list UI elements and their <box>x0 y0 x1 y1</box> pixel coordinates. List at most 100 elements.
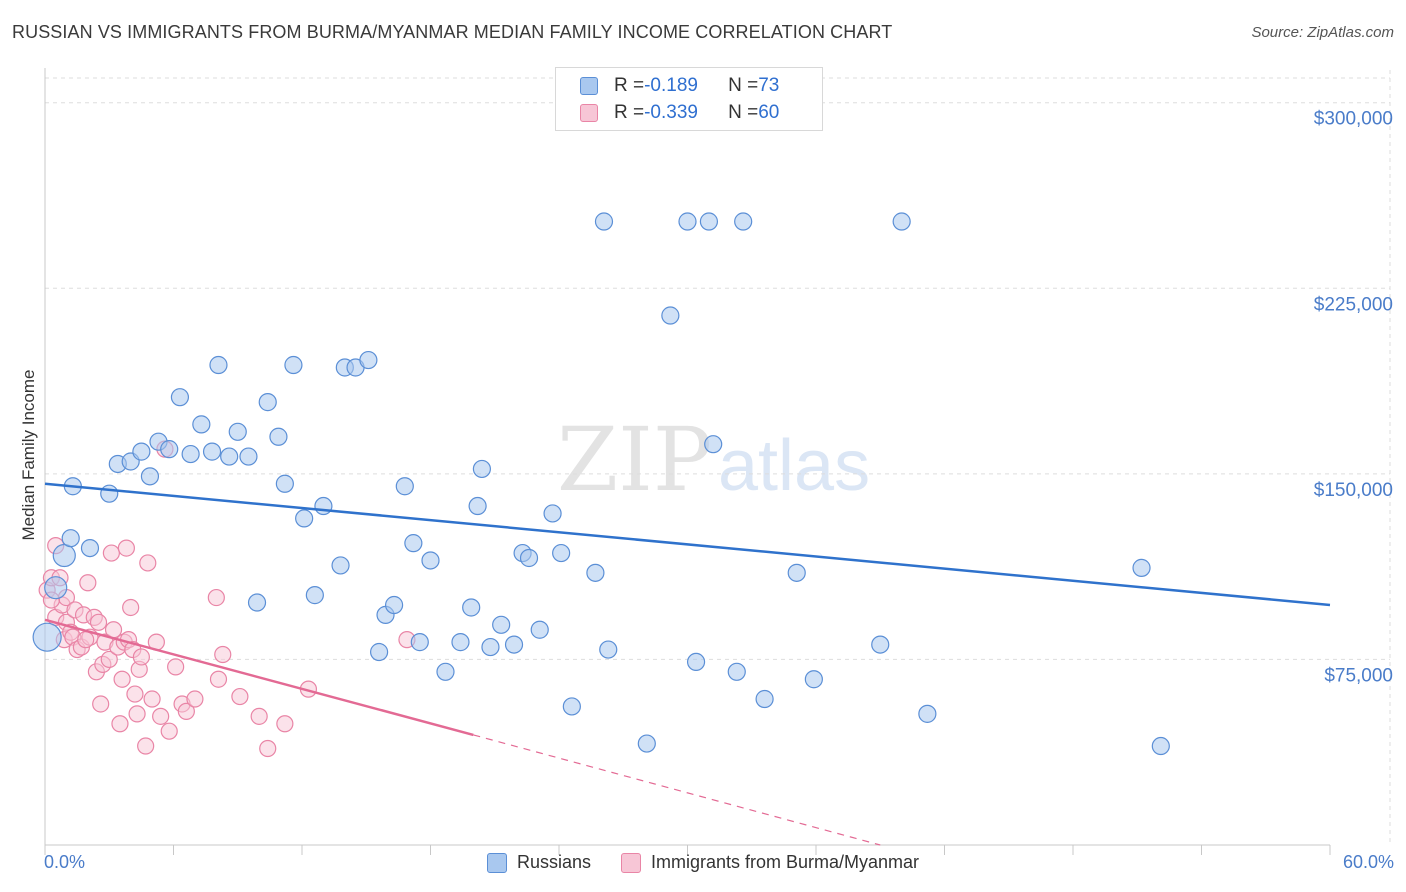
russians-point <box>918 704 937 723</box>
burma-point <box>152 707 170 725</box>
russians-point <box>305 586 324 605</box>
russians-point <box>100 484 119 503</box>
stats-row-russians: R = -0.189 N = 73 <box>580 73 779 99</box>
russians-point <box>436 662 455 681</box>
russians-point <box>599 640 618 659</box>
russians-point <box>170 388 190 407</box>
legend-item-russians[interactable]: Russians <box>486 852 591 873</box>
stats-row-burma: R = -0.339 N = 60 <box>580 100 779 126</box>
russians-trend-line <box>44 482 1331 607</box>
source-label: Source: ZipAtlas.com <box>1251 24 1394 41</box>
y-tick-label: $300,000 <box>1314 109 1393 130</box>
burma-point <box>167 658 185 676</box>
russians-point <box>734 212 753 231</box>
russians-point <box>787 563 806 582</box>
russians-point <box>637 734 656 753</box>
burma-point <box>117 539 135 557</box>
russians-point <box>543 504 562 523</box>
russians-point <box>160 440 179 459</box>
burma-point <box>137 737 155 755</box>
russians-point <box>755 689 774 709</box>
russians-point <box>314 496 333 516</box>
burma-point <box>207 588 225 607</box>
russians-point <box>586 563 605 582</box>
russians-point <box>284 355 303 375</box>
y-tick-labels: $75,000 $150,000 $225,000 $300,000 <box>1314 109 1393 687</box>
russians-point <box>275 474 294 493</box>
russians-point <box>247 593 267 612</box>
russians-point <box>686 652 706 672</box>
burma-r-value: -0.339 <box>644 102 698 123</box>
stats-box: R = -0.189 N = 73 R = -0.339 N = 60 <box>555 67 823 131</box>
russians-point <box>331 556 350 575</box>
y-tick-label: $225,000 <box>1314 294 1393 315</box>
russians-point <box>472 459 491 479</box>
legend-burma-swatch <box>620 852 641 873</box>
burma-swatch <box>580 104 598 122</box>
burma-point <box>128 705 146 723</box>
burma-point <box>214 645 232 664</box>
russians-point <box>504 635 524 654</box>
russians-point <box>678 212 697 231</box>
russians-point <box>239 447 258 466</box>
russians-point <box>44 576 68 600</box>
burma-point <box>259 739 277 758</box>
axes <box>44 68 1331 855</box>
burma-point <box>113 670 131 688</box>
russians-point <box>892 212 911 231</box>
burma-point <box>92 695 110 713</box>
russians-point <box>181 444 200 464</box>
chart-title: RUSSIAN VS IMMIGRANTS FROM BURMA/MYANMAR… <box>12 22 893 42</box>
russians-point <box>530 620 549 639</box>
russians-point <box>132 442 151 461</box>
burma-point <box>132 648 150 666</box>
watermark-atlas: atlas <box>718 426 870 506</box>
russians-point <box>468 496 487 516</box>
burma-point <box>231 687 249 706</box>
russians-n-label: N = <box>728 75 759 96</box>
russians-n-value: 73 <box>758 75 780 96</box>
russians-point <box>1132 558 1151 577</box>
burma-point <box>77 631 95 649</box>
russians-point <box>552 543 571 563</box>
watermark: ZIP atlas <box>557 408 870 511</box>
russians-point <box>481 637 500 657</box>
legend-item-burma[interactable]: Immigrants from Burma/Myanmar <box>620 852 920 873</box>
burma-point <box>186 690 204 708</box>
russians-point <box>258 393 277 412</box>
russians-point <box>61 529 80 548</box>
russians-point <box>295 509 314 528</box>
burma-point <box>111 715 129 733</box>
x-tick-label-min: 0.0% <box>44 852 86 872</box>
russians-point <box>395 477 414 496</box>
burma-point <box>160 722 178 740</box>
russians-point <box>871 635 890 654</box>
y-tick-label: $150,000 <box>1314 480 1393 501</box>
grid-lines <box>45 70 1391 845</box>
x-tick-label-max: 60.0% <box>1342 852 1394 872</box>
russians-point <box>699 212 719 231</box>
burma-trend-line <box>44 618 474 737</box>
burma-n-value: 60 <box>758 102 780 123</box>
legend-burma-label: Immigrants from Burma/Myanmar <box>650 852 920 872</box>
russians-point <box>727 662 746 681</box>
russians-point <box>209 355 228 375</box>
russians-point <box>462 598 481 617</box>
russians-point <box>492 615 511 634</box>
trend-lines <box>44 482 1331 846</box>
legend-russians-swatch <box>486 852 507 873</box>
burma-point <box>143 690 161 708</box>
russians-r-value: -0.189 <box>644 75 698 96</box>
russians-point <box>370 642 389 662</box>
russians-r-label: R = <box>614 75 645 96</box>
russians-point <box>140 467 160 486</box>
russians-point <box>1151 736 1170 756</box>
russians-point <box>192 415 211 434</box>
burma-point <box>89 613 108 631</box>
russians-point <box>661 306 680 325</box>
burma-point <box>139 554 157 572</box>
russians-point <box>359 350 378 370</box>
russians-point <box>202 442 222 461</box>
burma-point <box>102 544 120 562</box>
